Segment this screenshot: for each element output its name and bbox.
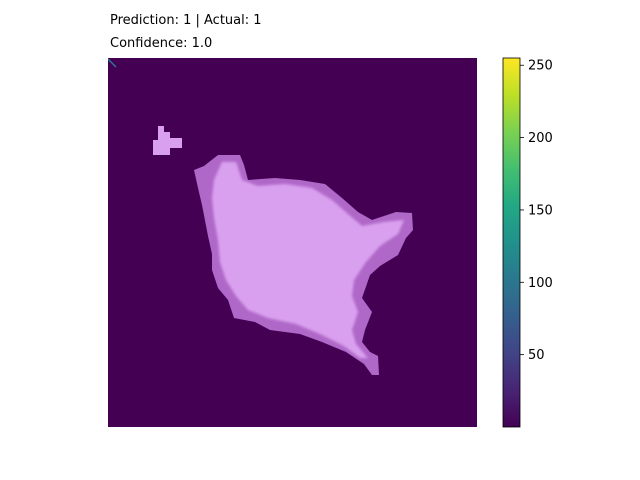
chart-title-prediction: Prediction: 1 | Actual: 1 (110, 13, 262, 28)
corner-mark (108, 58, 117, 68)
colorbar-tick-label: 150 (528, 203, 553, 218)
image-content (108, 58, 413, 375)
chart-title-confidence: Confidence: 1.0 (110, 36, 213, 51)
colorbar-ticks: 50 100 150 200 250 (520, 59, 553, 363)
colorbar-tick-label: 100 (528, 276, 553, 291)
colorbar-tick-label: 50 (528, 348, 545, 363)
small-blob (153, 126, 182, 155)
colorbar (502, 57, 521, 428)
colorbar-tick-label: 250 (528, 59, 553, 74)
main-blob-core (212, 162, 404, 358)
colorbar-tick-label: 200 (528, 131, 553, 146)
